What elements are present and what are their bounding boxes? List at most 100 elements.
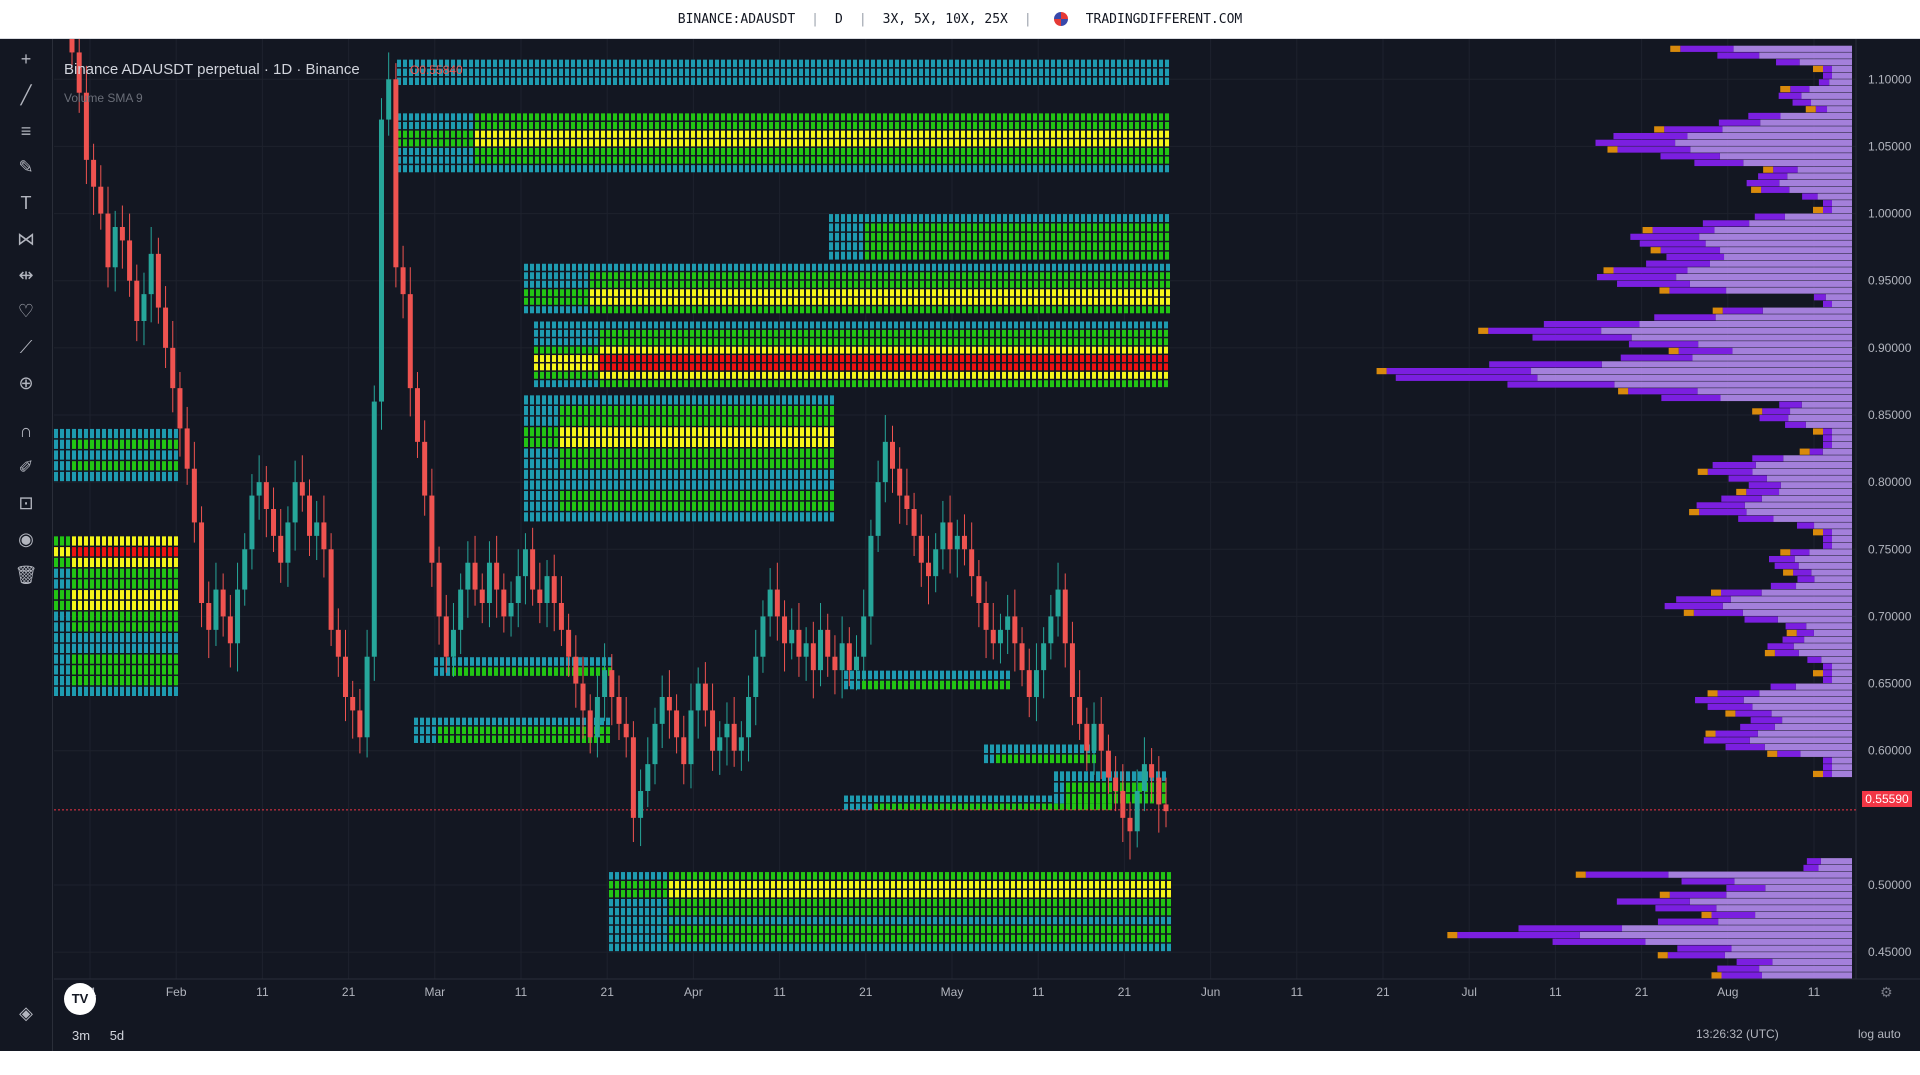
heatmap-cell (60, 655, 64, 664)
heatmap-cell (1008, 330, 1012, 337)
heatmap-cell (816, 372, 820, 379)
heatmap-cell (656, 427, 660, 436)
prediction-icon[interactable]: ⇹ (12, 261, 40, 289)
heatmap-cell (96, 601, 100, 610)
heatmap-cell (120, 633, 124, 642)
pattern-icon[interactable]: ⋈ (12, 225, 40, 253)
heatmap-cell (96, 676, 100, 685)
heatmap-cell (913, 60, 917, 67)
heatmap-cell (720, 355, 724, 362)
heatmap-cell (631, 165, 635, 172)
heatmap-cell (590, 298, 594, 305)
heatmap-cell (451, 157, 455, 164)
heatmap-cell (572, 272, 576, 279)
heatmap-cell (903, 917, 907, 924)
heatmap-cell (728, 395, 732, 404)
heatmap-cell (639, 926, 643, 933)
heatmap-cell (981, 917, 985, 924)
heatmap-cell (1023, 872, 1027, 879)
heatmap-cell (699, 899, 703, 906)
heatmap-cell (853, 157, 857, 164)
eye-icon[interactable]: ◉ (12, 525, 40, 553)
heatmap-cell (919, 148, 923, 155)
heatmap-cell (764, 298, 768, 305)
heatmap-cell (979, 148, 983, 155)
heatmap-cell (505, 60, 509, 67)
heatmap-cell (114, 644, 118, 653)
heatmap-cell (649, 148, 653, 155)
heatmap-cell (1167, 872, 1171, 879)
heatmap-cell (717, 872, 721, 879)
heatmap-cell (720, 380, 724, 387)
heatmap-cell (847, 78, 851, 85)
heatmap-cell (162, 579, 166, 588)
heatmap-cell (1015, 157, 1019, 164)
zoom-icon[interactable]: ⊕ (12, 369, 40, 397)
trash-icon[interactable]: 🗑 (12, 561, 40, 589)
heatmap-cell (1081, 78, 1085, 85)
heatmap-cell (625, 148, 629, 155)
heatmap-cell (949, 131, 953, 138)
text-icon[interactable]: T (12, 189, 40, 217)
heatmap-cell (468, 718, 472, 725)
price-chart[interactable]: 1.100001.050001.000000.950000.900000.850… (54, 39, 1920, 1051)
heatmap-cell (852, 347, 856, 354)
heatmap-cell (602, 395, 606, 404)
heatmap-cell (919, 60, 923, 67)
fib-icon[interactable]: ≡ (12, 117, 40, 145)
layers-icon[interactable]: ◈ (12, 999, 40, 1027)
heatmap-cell (578, 502, 582, 511)
heatmap-cell (765, 899, 769, 906)
heatmap-cell (583, 139, 587, 146)
heatmap-cell (595, 69, 599, 76)
heatmap-cell (721, 157, 725, 164)
heatmap-cell (990, 355, 994, 362)
heatmap-cell (960, 372, 964, 379)
heatmap-cell (984, 347, 988, 354)
favorites-icon[interactable]: ♡ (12, 297, 40, 325)
heatmap-cell (711, 872, 715, 879)
heatmap-cell (945, 872, 949, 879)
lock-drawing-icon[interactable]: ✐ (12, 453, 40, 481)
heatmap-cell (1148, 298, 1152, 305)
heatmap-cell (849, 890, 853, 897)
heatmap-cell (957, 926, 961, 933)
heatmap-cell (831, 890, 835, 897)
heatmap-cell (654, 330, 658, 337)
heatmap-cell (542, 289, 546, 296)
crosshair-icon[interactable]: + (12, 45, 40, 73)
heatmap-cell (861, 872, 865, 879)
heatmap-cell (1143, 908, 1147, 915)
heatmap-cell (600, 330, 604, 337)
heatmap-cell (710, 502, 714, 511)
heatmap-cell (859, 223, 863, 231)
heatmap-cell (846, 372, 850, 379)
heatmap-cell (937, 252, 941, 260)
trendline-icon[interactable]: ╱ (12, 81, 40, 109)
heatmap-cell (620, 417, 624, 426)
heatmap-cell (703, 165, 707, 172)
heatmap-cell (913, 214, 917, 222)
brush-icon[interactable]: ✎ (12, 153, 40, 181)
symbol-label[interactable]: BINANCE:ADAUSDT (678, 12, 795, 27)
heatmap-cell (590, 438, 594, 447)
heatmap-cell (162, 450, 166, 459)
lock-icon[interactable]: ⊡ (12, 489, 40, 517)
heatmap-cell (54, 633, 58, 642)
heatmap-cell (570, 330, 574, 337)
heatmap-cell (536, 480, 540, 489)
interval-label[interactable]: D (835, 12, 843, 27)
heatmap-cell (156, 590, 160, 599)
heatmap-cell (548, 264, 552, 271)
heatmap-cell (716, 438, 720, 447)
heatmap-cell (1056, 372, 1060, 379)
heatmap-cell (711, 917, 715, 924)
ruler-icon[interactable]: ⟋ (12, 333, 40, 361)
heatmap-cell (930, 372, 934, 379)
heatmap-cell (693, 908, 697, 915)
heatmap-cell (819, 917, 823, 924)
heatmap-cell (842, 281, 846, 288)
heatmap-cell (804, 372, 808, 379)
magnet-icon[interactable]: ∩ (12, 417, 40, 445)
site-label[interactable]: TRADINGDIFFERENT.COM (1086, 12, 1243, 27)
